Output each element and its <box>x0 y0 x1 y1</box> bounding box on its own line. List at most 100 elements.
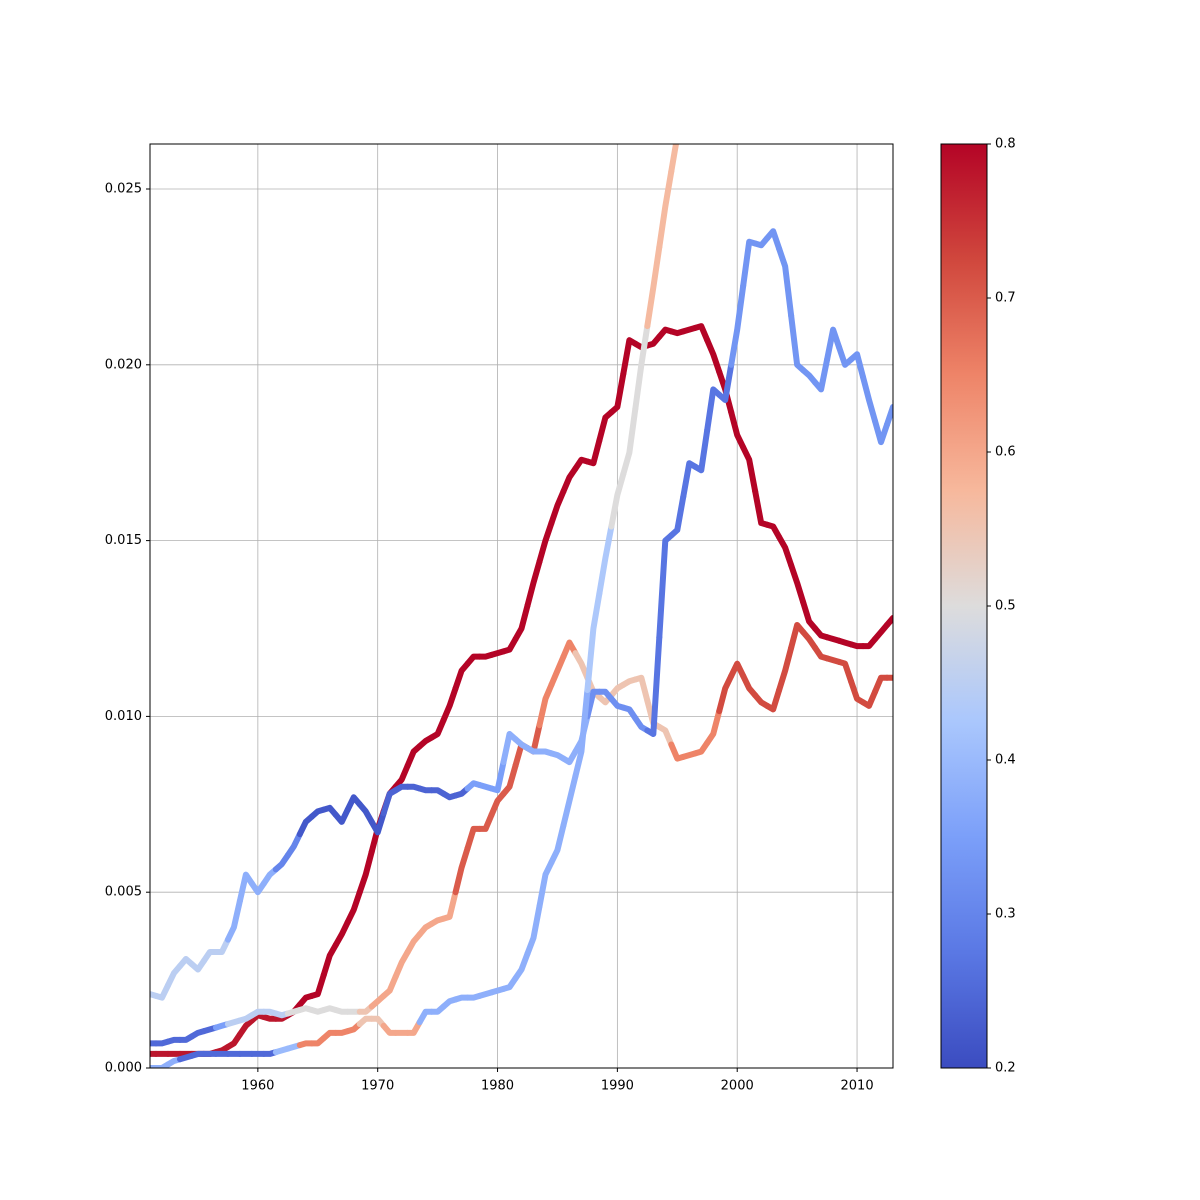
line-segment <box>740 238 759 289</box>
line-segment <box>560 773 579 829</box>
line-segment <box>476 811 495 832</box>
line-segment <box>548 653 567 688</box>
line-segment <box>380 787 399 817</box>
line-segment <box>212 936 231 955</box>
line-segment <box>500 762 519 797</box>
line-segment <box>392 762 411 790</box>
x-tick-label: 2000 <box>721 1079 754 1094</box>
line-segment <box>884 403 893 428</box>
line-segment <box>344 889 363 926</box>
line-segment <box>704 708 723 746</box>
colorbar-tick-label: 0.6 <box>995 445 1016 460</box>
line-segment <box>524 558 543 609</box>
x-tick-label: 1960 <box>241 1079 274 1094</box>
line-segment <box>332 919 351 948</box>
line-segment <box>716 361 735 403</box>
line-segment <box>716 672 735 715</box>
line-segment <box>848 351 867 381</box>
line-segment <box>884 614 893 628</box>
line-segment <box>536 681 555 729</box>
line-segment <box>764 687 783 713</box>
line-segment <box>584 437 603 467</box>
line-segment <box>692 426 711 474</box>
y-tick-label: 0.020 <box>105 357 142 372</box>
line-segment <box>656 532 675 641</box>
line-segment <box>536 859 555 910</box>
line-segment <box>704 337 723 375</box>
line-segment <box>632 323 651 412</box>
line-segment <box>860 688 879 709</box>
line-segment <box>584 590 603 694</box>
line-segment <box>692 323 711 344</box>
line-segment <box>356 848 375 896</box>
line-segment <box>740 444 759 495</box>
line-segment <box>608 370 627 416</box>
plot-area <box>150 144 893 1068</box>
y-tick-label: 0.005 <box>105 885 142 900</box>
y-tick-label: 0.015 <box>105 533 142 548</box>
line-segment <box>596 688 615 702</box>
line-segment <box>788 312 807 374</box>
line-segment <box>284 831 303 859</box>
line-segment <box>164 963 183 989</box>
line-segment <box>272 852 291 873</box>
line-segment <box>392 948 411 980</box>
line-segment <box>488 790 507 818</box>
line-segment <box>296 813 315 838</box>
line-segment <box>620 704 639 722</box>
line-segment <box>644 333 663 349</box>
line-segment <box>512 602 531 643</box>
axes-frame <box>149 143 894 1069</box>
x-tick-label: 1970 <box>361 1079 394 1094</box>
line-segment <box>560 748 579 766</box>
line-segment <box>752 235 771 249</box>
line-segment <box>668 144 680 175</box>
line-segment <box>308 971 327 999</box>
line-segment <box>776 534 795 569</box>
line-segment <box>536 520 555 565</box>
line-segment <box>692 739 711 757</box>
colorbar-tick-label: 0.7 <box>995 291 1016 306</box>
line-segment <box>368 1015 387 1029</box>
line-segment <box>560 639 579 660</box>
line-segment <box>620 405 639 477</box>
line-segment <box>836 658 855 685</box>
line-segment <box>644 244 663 330</box>
line-segment <box>740 672 759 699</box>
colorbar-tick-label: 0.8 <box>995 137 1016 152</box>
colorbar-tick-label: 0.2 <box>995 1061 1016 1076</box>
line-segment <box>500 975 519 992</box>
line-segment <box>752 488 771 528</box>
x-tick-label: 1990 <box>601 1079 634 1094</box>
line-segment <box>356 801 375 825</box>
line-segment <box>380 973 399 999</box>
line-segment <box>764 521 783 541</box>
line-segment <box>332 806 351 825</box>
line-segment <box>560 465 579 495</box>
line-segment <box>224 1031 243 1050</box>
line-segment <box>464 825 483 852</box>
line-segment <box>452 660 471 692</box>
line-segment <box>404 1019 423 1036</box>
line-segment <box>800 599 819 632</box>
line-segment <box>668 493 687 539</box>
line-segment <box>596 523 615 597</box>
colorbar-tick-label: 0.5 <box>995 599 1016 614</box>
y-tick-label: 0.010 <box>105 709 142 724</box>
line-segment <box>788 621 807 651</box>
colorbar-tick-label: 0.4 <box>995 753 1016 768</box>
line-segment <box>860 374 879 425</box>
line-segment <box>728 409 747 451</box>
colorbar <box>940 143 988 1069</box>
line-segment <box>800 629 819 651</box>
line-segment <box>512 950 531 982</box>
line-segment <box>440 889 459 922</box>
line-segment <box>644 634 663 737</box>
line-segment <box>608 470 627 530</box>
line-segment <box>236 871 255 904</box>
line-segment <box>596 409 615 444</box>
line-segment <box>656 168 675 251</box>
line-segment <box>836 344 855 368</box>
line-segment <box>344 794 363 813</box>
